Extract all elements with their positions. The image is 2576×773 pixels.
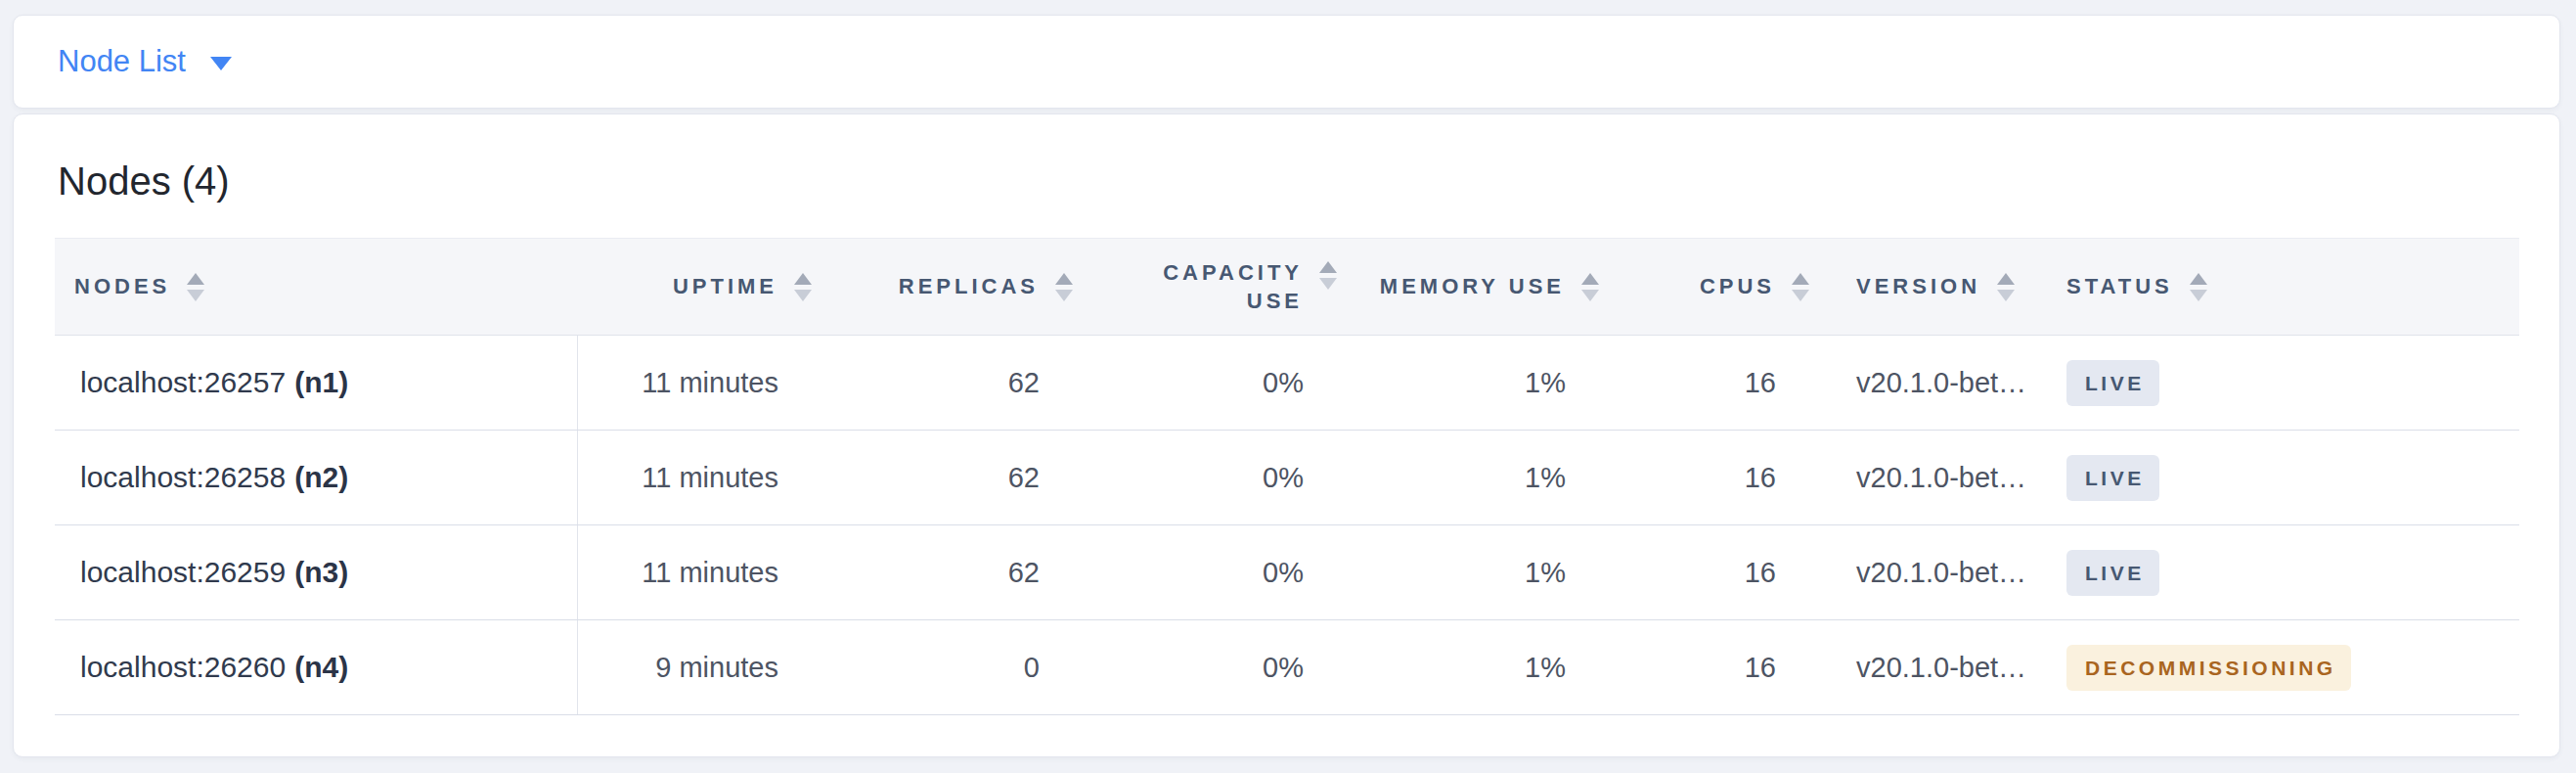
sort-icon [187,273,204,301]
node-row: localhost:26258(n2) 11 minutes 62 0% 1% … [55,431,2519,525]
column-label: CPUS [1700,274,1775,299]
column-header-nodes[interactable]: NODES [55,239,577,336]
sort-icon [2190,273,2207,301]
status-badge: LIVE [2066,455,2159,501]
version-cell: v20.1.0-bet… [1817,620,2047,715]
table-header-row: NODES UPTIME REPLICAS CAPACITY USE MEMOR… [55,239,2519,336]
cpus-cell: 16 [1607,525,1817,620]
replicas-cell: 62 [820,431,1081,525]
replicas-cell: 0 [820,620,1081,715]
status-badge: LIVE [2066,550,2159,596]
capacity-use-cell: 0% [1081,620,1345,715]
view-mode-label: Node List [58,44,186,79]
node-name-cell: localhost:26257(n1) [55,336,577,431]
column-header-replicas[interactable]: REPLICAS [820,239,1081,336]
node-name-cell: localhost:26259(n3) [55,525,577,620]
column-header-uptime[interactable]: UPTIME [577,239,820,336]
memory-use-cell: 1% [1345,620,1607,715]
sort-icon [794,273,812,301]
status-badge: LIVE [2066,360,2159,406]
capacity-use-cell: 0% [1081,431,1345,525]
view-selector-bar: Node List [13,15,2560,109]
caret-down-icon [210,57,232,70]
column-header-version[interactable]: VERSION [1817,239,2047,336]
sort-icon [1792,273,1809,301]
sort-icon [1055,273,1073,301]
replicas-cell: 62 [820,336,1081,431]
node-row: localhost:26260(n4) 9 minutes 0 0% 1% 16… [55,620,2519,715]
status-badge: DECOMMISSIONING [2066,645,2351,691]
column-header-cpus[interactable]: CPUS [1607,239,1817,336]
replicas-cell: 62 [820,525,1081,620]
cpus-cell: 16 [1607,431,1817,525]
node-link[interactable]: localhost:26257 [80,366,286,398]
column-label: STATUS [2066,274,2173,299]
node-id: (n2) [294,461,348,493]
column-label: REPLICAS [899,274,1039,299]
capacity-use-cell: 0% [1081,336,1345,431]
node-name-cell: localhost:26260(n4) [55,620,577,715]
version-cell: v20.1.0-bet… [1817,431,2047,525]
node-link[interactable]: localhost:26259 [80,556,286,588]
column-label: UPTIME [673,274,777,299]
memory-use-cell: 1% [1345,336,1607,431]
cpus-cell: 16 [1607,620,1817,715]
uptime-cell: 11 minutes [577,336,820,431]
sort-icon [1997,273,2015,301]
node-link[interactable]: localhost:26260 [80,651,286,683]
status-cell: DECOMMISSIONING [2047,620,2519,715]
column-header-capacity-use[interactable]: CAPACITY USE [1081,239,1345,336]
sort-icon [1319,261,1337,290]
status-cell: LIVE [2047,525,2519,620]
view-mode-dropdown[interactable]: Node List [58,44,232,79]
column-label: NODES [74,274,170,299]
node-id: (n1) [294,366,348,398]
node-row: localhost:26259(n3) 11 minutes 62 0% 1% … [55,525,2519,620]
version-cell: v20.1.0-bet… [1817,525,2047,620]
uptime-cell: 11 minutes [577,525,820,620]
capacity-use-cell: 0% [1081,525,1345,620]
column-header-memory-use[interactable]: MEMORY USE [1345,239,1607,336]
uptime-cell: 11 minutes [577,431,820,525]
memory-use-cell: 1% [1345,525,1607,620]
node-id: (n3) [294,556,348,588]
sort-icon [1581,273,1599,301]
column-label: VERSION [1856,274,1980,299]
status-cell: LIVE [2047,431,2519,525]
nodes-panel: Nodes (4) NODES UPTIME REPLICAS CAPACITY… [13,114,2560,757]
node-name-cell: localhost:26258(n2) [55,431,577,525]
uptime-cell: 9 minutes [577,620,820,715]
nodes-table: NODES UPTIME REPLICAS CAPACITY USE MEMOR… [55,238,2519,715]
column-label: CAPACITY USE [1158,258,1303,315]
node-row: localhost:26257(n1) 11 minutes 62 0% 1% … [55,336,2519,431]
node-link[interactable]: localhost:26258 [80,461,286,493]
node-id: (n4) [294,651,348,683]
column-label: MEMORY USE [1380,274,1565,299]
cpus-cell: 16 [1607,336,1817,431]
memory-use-cell: 1% [1345,431,1607,525]
status-cell: LIVE [2047,336,2519,431]
page-title: Nodes (4) [58,158,2518,205]
column-header-status[interactable]: STATUS [2047,239,2519,336]
version-cell: v20.1.0-bet… [1817,336,2047,431]
